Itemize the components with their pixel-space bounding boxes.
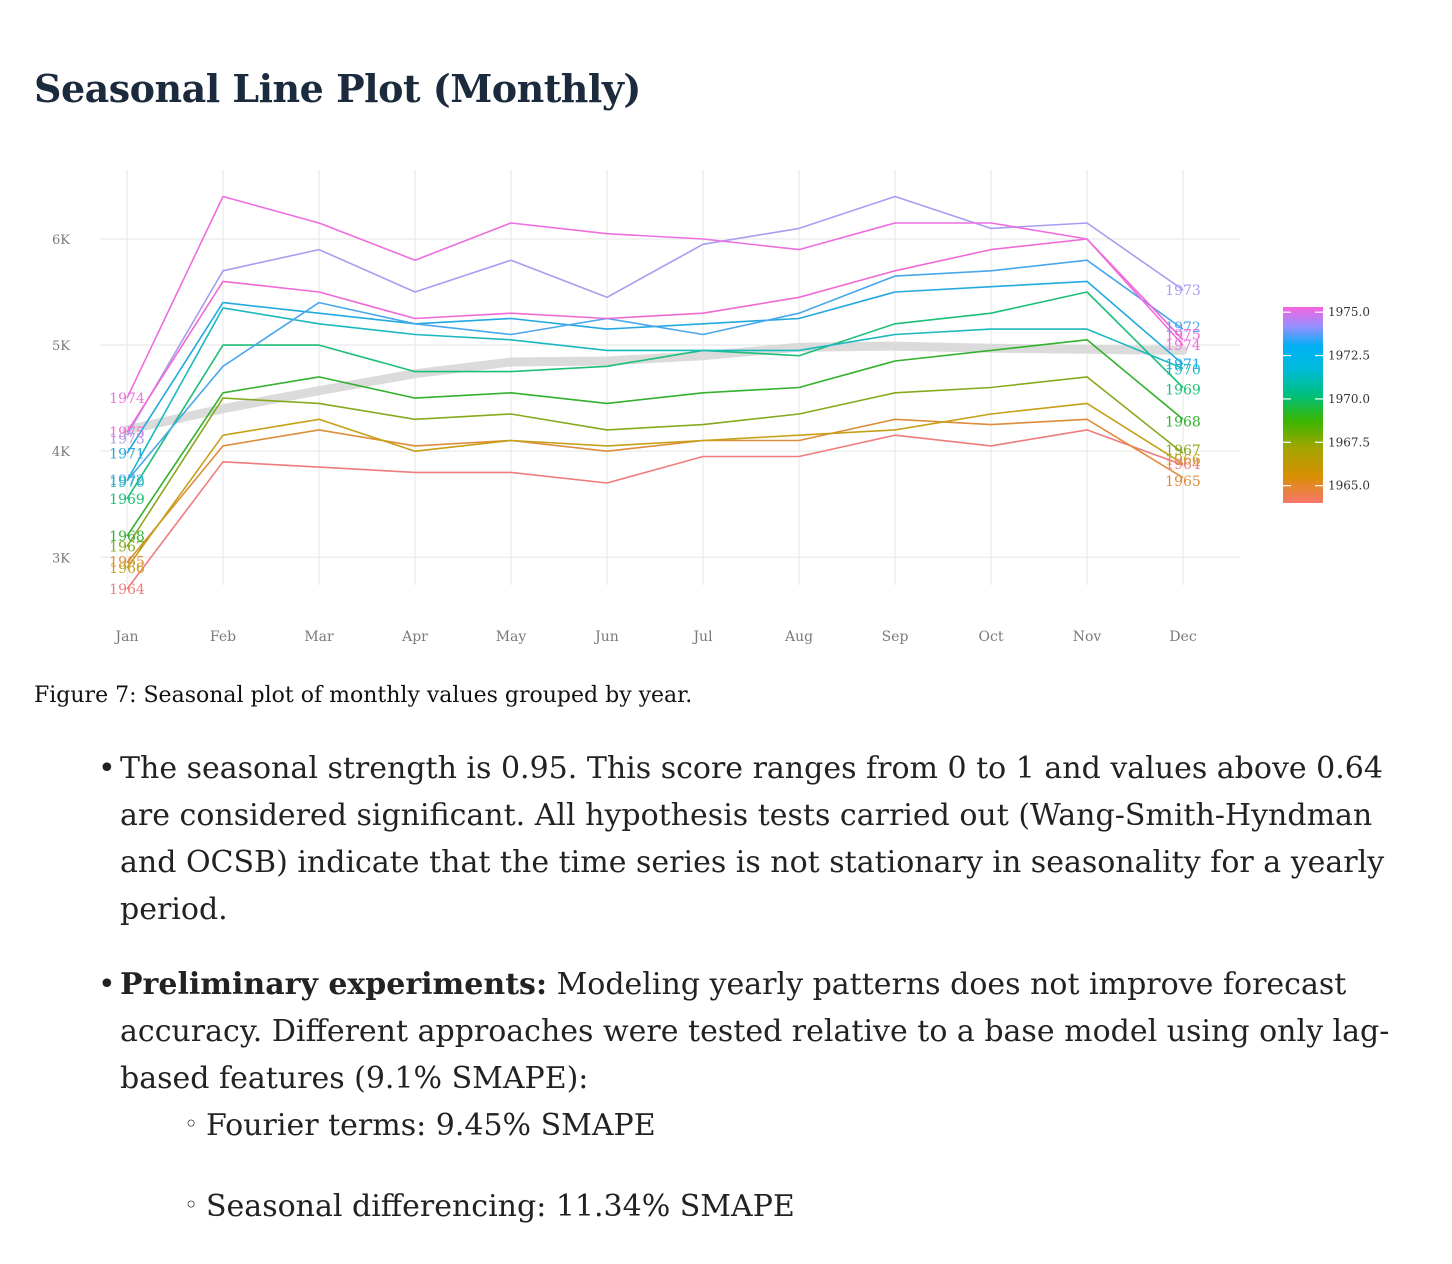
sub-bullet-seasonal-differencing: ◦ Seasonal differencing: 11.34% SMAPE	[184, 1183, 1398, 1230]
end-label-1975: 1975	[1165, 327, 1201, 343]
series-line-1965	[126, 418, 1184, 564]
start-label-1965: 1965	[109, 555, 145, 571]
x-tick-label: Feb	[210, 629, 236, 645]
sub-bullet-marker: ◦	[184, 1110, 199, 1138]
page-title: Seasonal Line Plot (Monthly)	[34, 66, 641, 111]
y-tick-label: 5K	[52, 339, 70, 354]
end-label-1964: 1964	[1165, 457, 1201, 473]
x-tick-label: May	[496, 629, 527, 645]
x-tick-label: Aug	[784, 629, 813, 645]
bullet-list: • The seasonal strength is 0.95. This sc…	[98, 745, 1398, 1264]
bullet-text: The seasonal strength is 0.95. This scor…	[120, 751, 1385, 927]
start-label-1972: 1972	[109, 473, 145, 489]
colorbar-tick-label: 1967.5	[1328, 435, 1370, 449]
end-label-1968: 1968	[1165, 414, 1201, 430]
figure-caption: Figure 7: Seasonal plot of monthly value…	[34, 683, 693, 708]
end-labels: 1973197219751974197119701969196819671966…	[1165, 283, 1201, 490]
bullet-bold-heading: Preliminary experiments:	[120, 967, 548, 1002]
y-axis: 3K 4K 5K 6K	[52, 233, 70, 566]
seasonal-line-chart: 3K 4K 5K 6K Jan Feb Mar Apr May Jun Jul Aug Sep Oct N…	[52, 170, 1370, 645]
colorbar-tick-label: 1975.0	[1328, 305, 1370, 319]
colorbar-tick-label: 1965.0	[1328, 479, 1370, 493]
end-label-1967: 1967	[1165, 443, 1201, 459]
start-label-1966: 1966	[109, 561, 145, 577]
bullet-seasonal-strength: • The seasonal strength is 0.95. This sc…	[98, 745, 1398, 933]
x-tick-label: Jan	[114, 629, 139, 645]
sub-bullet-marker: ◦	[184, 1191, 199, 1219]
series-line-1967	[126, 376, 1184, 548]
start-label-1971: 1971	[109, 446, 145, 462]
end-label-1972: 1972	[1165, 320, 1201, 336]
series-line-1970	[126, 307, 1184, 482]
start-label-1968: 1968	[109, 529, 145, 545]
start-label-1973: 1973	[109, 431, 145, 447]
start-label-1975: 1975	[109, 425, 145, 441]
x-tick-label: Mar	[304, 629, 334, 645]
series-line-1969	[126, 291, 1184, 500]
end-label-1969: 1969	[1165, 383, 1201, 399]
series-line-1964	[126, 429, 1184, 590]
colorbar-legend: 1965.0 1967.5 1970.0 1972.5 1975.0	[1283, 305, 1370, 503]
x-tick-label: Sep	[882, 629, 909, 645]
series-line-1973	[126, 195, 1184, 436]
end-label-1974: 1974	[1165, 338, 1201, 354]
end-label-1970: 1970	[1165, 362, 1201, 378]
series-lines	[126, 195, 1184, 590]
bullet-preliminary-experiments: • Preliminary experiments: Modeling year…	[98, 961, 1398, 1102]
y-tick-label: 3K	[52, 551, 70, 566]
y-tick-label: 6K	[52, 233, 70, 248]
series-line-1968	[126, 339, 1184, 537]
bullet-marker: •	[98, 967, 116, 1002]
end-label-1966: 1966	[1165, 453, 1201, 469]
x-tick-label: Oct	[979, 629, 1004, 645]
sub-bullet-text: Seasonal differencing: 11.34% SMAPE	[206, 1189, 795, 1224]
y-tick-label: 4K	[52, 445, 70, 460]
x-tick-label: Jun	[593, 629, 619, 645]
start-label-1967: 1967	[109, 540, 145, 556]
x-tick-label: Apr	[401, 629, 428, 645]
bullet-marker: •	[98, 751, 116, 786]
start-label-1969: 1969	[109, 492, 145, 508]
x-tick-label: Jul	[691, 629, 713, 645]
series-line-1966	[126, 402, 1184, 569]
series-line-1974	[126, 195, 1184, 399]
x-tick-label: Nov	[1073, 629, 1102, 645]
sub-bullet-text: Fourier terms: 9.45% SMAPE	[206, 1108, 656, 1143]
colorbar-tick-label: 1970.0	[1328, 392, 1370, 406]
end-label-1965: 1965	[1165, 474, 1201, 490]
start-label-1970: 1970	[109, 475, 145, 491]
series-line-1972	[126, 259, 1184, 482]
sub-bullet-fourier: ◦ Fourier terms: 9.45% SMAPE	[184, 1102, 1398, 1149]
end-label-1971: 1971	[1165, 357, 1201, 373]
x-axis: Jan Feb Mar Apr May Jun Jul Aug Sep Oct Nov Dec	[114, 629, 1197, 645]
end-label-1973: 1973	[1165, 283, 1201, 299]
series-line-1975	[126, 238, 1184, 433]
start-label-1974: 1974	[109, 391, 145, 407]
bullet-text: Modeling yearly patterns does not improv…	[120, 967, 1390, 1096]
x-tick-label: Dec	[1169, 629, 1197, 645]
colorbar-tick-label: 1972.5	[1328, 349, 1370, 363]
chart-grid	[100, 170, 1240, 585]
colorbar-gradient	[1283, 307, 1323, 503]
start-label-1964: 1964	[109, 582, 145, 598]
